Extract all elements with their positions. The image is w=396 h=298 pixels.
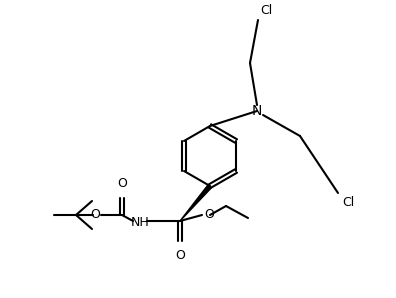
Text: NH: NH (130, 215, 149, 229)
Text: O: O (90, 209, 100, 221)
Text: O: O (175, 249, 185, 262)
Polygon shape (180, 184, 212, 221)
Text: Cl: Cl (260, 4, 272, 17)
Text: O: O (204, 209, 214, 221)
Text: N: N (252, 104, 262, 118)
Text: O: O (117, 177, 127, 190)
Text: Cl: Cl (342, 196, 354, 209)
